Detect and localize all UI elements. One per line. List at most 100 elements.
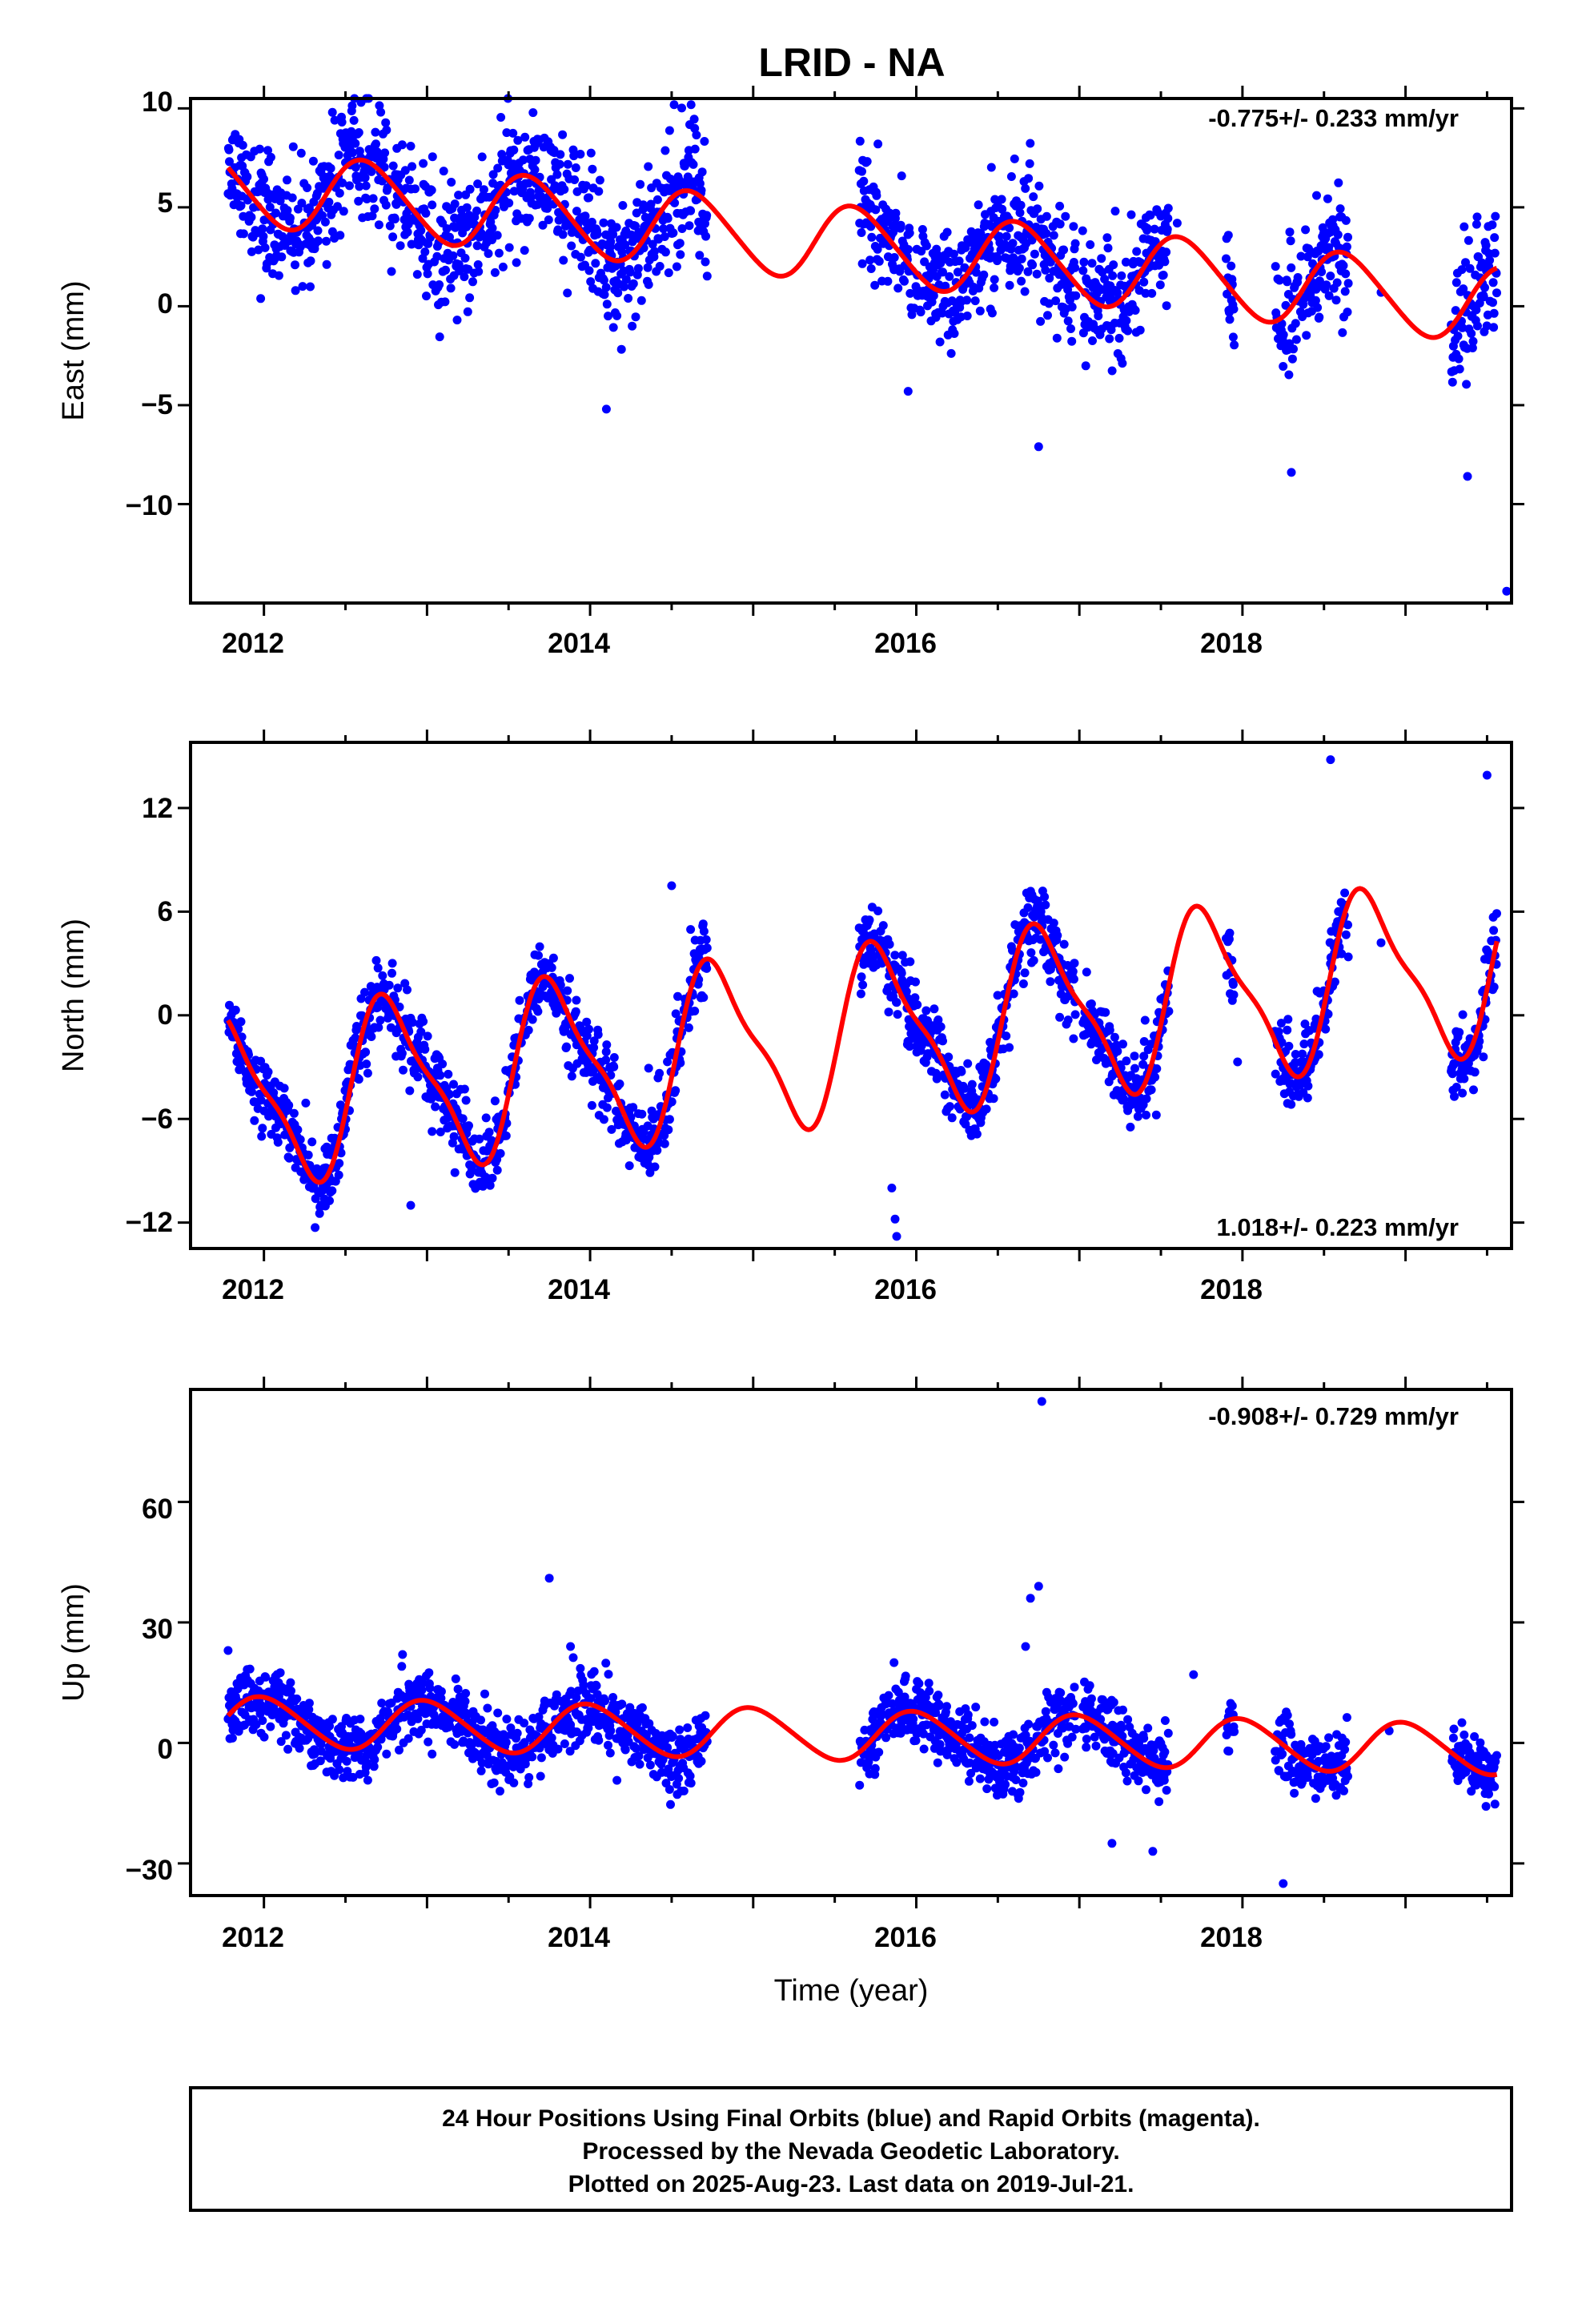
east-data-point <box>333 202 342 211</box>
east-data-point <box>327 107 337 117</box>
north-data-point <box>664 1125 673 1135</box>
east-data-point <box>1026 139 1035 148</box>
up-data-points <box>223 1397 1501 1888</box>
north-data-point <box>1126 1122 1135 1132</box>
north-model-curve <box>226 886 1500 1185</box>
east-data-point <box>504 199 514 207</box>
east-data-point <box>889 227 898 237</box>
north-data-point <box>351 1033 360 1043</box>
east-data-point <box>905 228 914 238</box>
east-data-point <box>1335 204 1345 214</box>
east-data-point <box>592 230 602 239</box>
up-data-point <box>281 1731 291 1740</box>
north-data-point <box>1321 1024 1331 1034</box>
east-data-point <box>504 243 514 252</box>
north-data-point <box>1086 999 1096 1008</box>
north-data-point <box>1298 1049 1307 1059</box>
east-data-point <box>1275 275 1284 285</box>
east-data-point <box>1289 344 1298 354</box>
east-data-point <box>942 227 952 237</box>
north-data-point <box>475 1134 484 1144</box>
east-data-point <box>1338 328 1347 337</box>
east-data-point <box>1461 258 1470 267</box>
page-title: LRID - NA <box>758 40 945 85</box>
east-data-point <box>291 260 299 270</box>
east-data-point <box>1107 366 1117 376</box>
east-data-point <box>889 253 899 262</box>
north-data-point <box>1283 1025 1292 1035</box>
east-data-point <box>633 263 643 273</box>
north-data-point <box>431 1102 440 1112</box>
east-data-point <box>643 263 652 272</box>
east-data-point <box>291 286 300 296</box>
east-data-point <box>1070 239 1080 248</box>
up-data-point <box>245 1664 255 1674</box>
north-data-point <box>645 1168 655 1177</box>
north-data-point <box>936 1022 946 1031</box>
east-data-point <box>420 247 430 256</box>
north-data-point <box>1475 1036 1484 1046</box>
east-data-point <box>552 170 562 179</box>
east-data-point <box>347 101 357 111</box>
up-data-point <box>520 1719 529 1728</box>
east-data-point <box>472 206 481 215</box>
north-data-point <box>945 1102 954 1112</box>
up-data-point <box>502 1715 512 1724</box>
east-data-point <box>636 296 646 305</box>
east-data-point <box>1079 257 1089 267</box>
up-data-point <box>450 1739 460 1749</box>
east-data-point <box>1147 288 1157 298</box>
east-data-point <box>632 270 642 279</box>
up-data-point <box>924 1679 934 1688</box>
east-data-point <box>283 206 292 215</box>
north-data-point <box>269 1088 279 1097</box>
east-data-point <box>686 206 696 215</box>
east-data-point <box>1468 344 1477 352</box>
north-data-point <box>887 1184 897 1192</box>
up-data-point <box>325 1721 334 1731</box>
up-data-point <box>369 1762 379 1771</box>
east-data-point <box>1311 296 1320 305</box>
east-data-point <box>435 332 444 342</box>
east-data-point <box>1479 292 1488 302</box>
east-data-point <box>946 348 956 358</box>
north-data-point <box>652 1146 662 1155</box>
north-data-point <box>1340 888 1350 898</box>
east-data-point <box>396 241 405 251</box>
up-data-point <box>881 1733 891 1743</box>
north-data-point <box>1228 979 1238 989</box>
north-axis-ticks <box>178 730 1524 1261</box>
north-data-point <box>335 1159 344 1168</box>
east-data-point <box>1464 235 1473 245</box>
east-data-point <box>428 152 437 162</box>
north-data-point <box>644 1063 653 1073</box>
east-data-point <box>584 266 594 275</box>
north-data-point <box>1460 1074 1469 1084</box>
east-data-point <box>1223 231 1233 240</box>
east-data-point <box>1123 326 1133 336</box>
east-data-point <box>997 195 1006 204</box>
north-data-point <box>1447 1069 1457 1079</box>
east-data-point <box>581 181 591 191</box>
north-data-point <box>686 925 696 935</box>
north-data-point <box>563 986 572 995</box>
up-data-point <box>963 1710 973 1719</box>
up-data-point <box>436 1687 446 1696</box>
north-data-point <box>1139 1051 1149 1061</box>
north-data-point <box>890 951 900 960</box>
north-data-point <box>1069 975 1078 984</box>
north-y-axis-label: North (mm) <box>57 919 90 1072</box>
north-data-point <box>993 991 1002 1000</box>
east-data-point <box>465 184 475 194</box>
north-data-point <box>1330 977 1339 987</box>
east-data-point <box>1324 291 1334 300</box>
north-data-point <box>671 1009 681 1019</box>
north-x-tick-labels: 2012 2014 2016 2018 <box>222 1274 1263 1305</box>
north-data-point <box>858 980 868 990</box>
north-data-point <box>609 1053 619 1062</box>
east-data-point <box>1051 296 1061 306</box>
up-data-point <box>501 1738 511 1747</box>
east-data-point <box>636 179 645 189</box>
east-data-point <box>595 175 604 185</box>
